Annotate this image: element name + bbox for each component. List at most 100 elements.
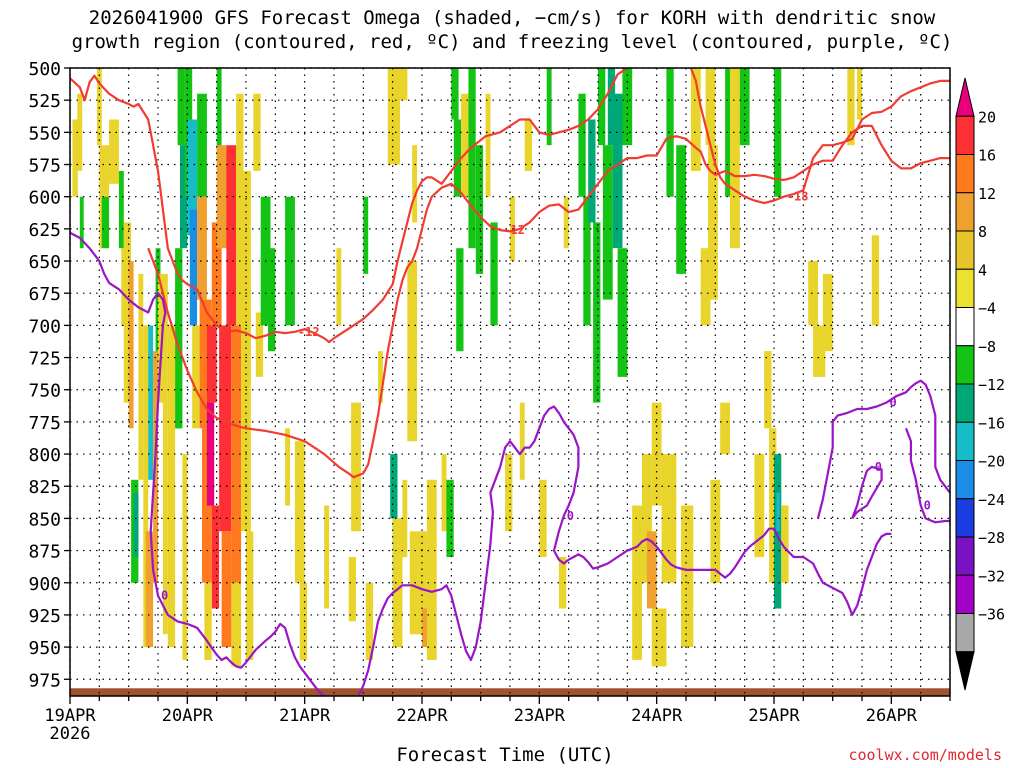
- colorbar-label: −20: [978, 453, 1005, 471]
- y-tick-label: 650: [28, 252, 61, 273]
- y-tick-label: 800: [28, 445, 61, 466]
- omega-cell: [392, 518, 403, 648]
- omega-cell: [182, 454, 188, 660]
- omega-cell: [167, 325, 176, 648]
- colorbar-label: −28: [978, 529, 1005, 547]
- colorbar-label: −32: [978, 567, 1005, 585]
- y-tick-label: 825: [28, 477, 61, 498]
- omega-cell: [524, 119, 532, 171]
- omega-cell: [705, 68, 716, 146]
- colorbar-label: 20: [978, 108, 996, 126]
- dendritic-contour-label: -12: [298, 325, 320, 339]
- freezing-contour-label: 0: [161, 589, 168, 603]
- omega-cell: [148, 325, 154, 480]
- omega-cell: [681, 505, 694, 648]
- colorbar-segment: [955, 536, 975, 576]
- omega-cell: [690, 68, 701, 171]
- omega-cell: [187, 119, 198, 236]
- omega-cell: [211, 222, 222, 326]
- freezing-contour: [851, 465, 883, 520]
- omega-cell: [808, 261, 818, 326]
- omega-cell: [128, 261, 134, 429]
- omega-cell: [456, 248, 464, 352]
- colorbar-label: 12: [978, 185, 996, 203]
- omega-cell: [363, 196, 369, 274]
- credit-label: coolwx.com/models: [848, 746, 1002, 764]
- omega-cell: [539, 479, 547, 557]
- omega-cell: [387, 68, 400, 165]
- freezing-contour-label: 0: [567, 509, 574, 523]
- omega-cell: [180, 145, 188, 249]
- omega-cell: [221, 531, 232, 648]
- y-tick-label: 625: [28, 220, 61, 241]
- omega-cell: [708, 145, 718, 300]
- omega-cell: [519, 402, 525, 480]
- colorbar-segment: [955, 268, 975, 308]
- omega-cell: [739, 68, 750, 146]
- omega-cell: [197, 93, 207, 197]
- x-axis: 19APR 20APR 21APR 22APR 23APR 24APR 25APR 26APR…: [44, 696, 951, 744]
- colorbar-label: −36: [978, 606, 1005, 624]
- omega-cell: [725, 68, 733, 197]
- y-tick-label: 675: [28, 284, 61, 305]
- omega-cell: [871, 235, 880, 326]
- x-tick-label: 21APR: [279, 706, 331, 726]
- omega-cell: [651, 402, 662, 506]
- omega-cell: [426, 479, 437, 660]
- colorbar-segment: [955, 230, 975, 270]
- y-tick-label: 550: [28, 123, 61, 144]
- omega-cell: [558, 557, 567, 609]
- omega-cell: [351, 402, 361, 532]
- x-tick-label: 25APR: [748, 706, 800, 726]
- dendritic-contour: [689, 68, 950, 205]
- omega-cell: [710, 479, 721, 583]
- omega-cell: [475, 145, 484, 274]
- omega-cell: [754, 454, 765, 558]
- omega-cell: [197, 196, 207, 300]
- omega-cell: [607, 68, 616, 146]
- x-tick-label: 19APR: [44, 706, 96, 726]
- colorbar-segment: [955, 460, 975, 500]
- omega-cell: [101, 196, 110, 249]
- omega-cell: [578, 93, 586, 197]
- colorbar-segment: [955, 383, 975, 423]
- omega-cell: [453, 119, 462, 197]
- dendritic-contour-label: -12: [503, 223, 525, 237]
- title-line-1: 2026041900 GFS Forecast Omega (shaded, −…: [88, 7, 936, 29]
- omega-cell: [397, 68, 408, 101]
- freezing-contour: [816, 379, 950, 519]
- y-axis: 500 525 550 575 600 625 650 675 700 725 750 775 800 8…: [28, 59, 70, 691]
- omega-cell: [123, 222, 132, 403]
- omega-cell: [365, 582, 374, 660]
- omega-cell: [642, 454, 652, 583]
- omega-cell: [348, 557, 356, 622]
- colorbar-segment: [955, 345, 975, 385]
- omega-cell: [847, 68, 855, 146]
- omega-cell: [246, 531, 254, 660]
- omega-cell: [192, 325, 200, 429]
- omega-cell: [769, 428, 777, 583]
- colorbar-segment: [955, 651, 975, 691]
- freezing-contour: [904, 427, 950, 524]
- chart-title: 2026041900 GFS Forecast Omega (shaded, −…: [0, 6, 1024, 54]
- contour-labels: -12 -12 -18 0 0 0 0 0: [161, 190, 931, 603]
- omega-cell: [646, 531, 657, 609]
- omega-cell: [177, 68, 185, 146]
- omega-cell: [253, 93, 261, 171]
- omega-cell: [294, 441, 305, 583]
- freezing-contour-label: 0: [875, 460, 882, 474]
- omega-cell: [563, 196, 569, 249]
- omega-cell: [204, 582, 212, 660]
- colorbar-segment: [955, 498, 975, 538]
- omega-cell: [593, 222, 601, 403]
- x-tick-label: 20APR: [162, 706, 214, 726]
- colorbar-label: 4: [978, 261, 987, 279]
- omega-cell: [175, 248, 183, 429]
- omega-cell: [546, 68, 552, 146]
- omega-cell: [651, 608, 667, 667]
- omega-cell: [412, 145, 418, 223]
- y-tick-label: 725: [28, 349, 61, 370]
- omega-cell: [189, 209, 198, 326]
- y-tick-label: 850: [28, 509, 61, 530]
